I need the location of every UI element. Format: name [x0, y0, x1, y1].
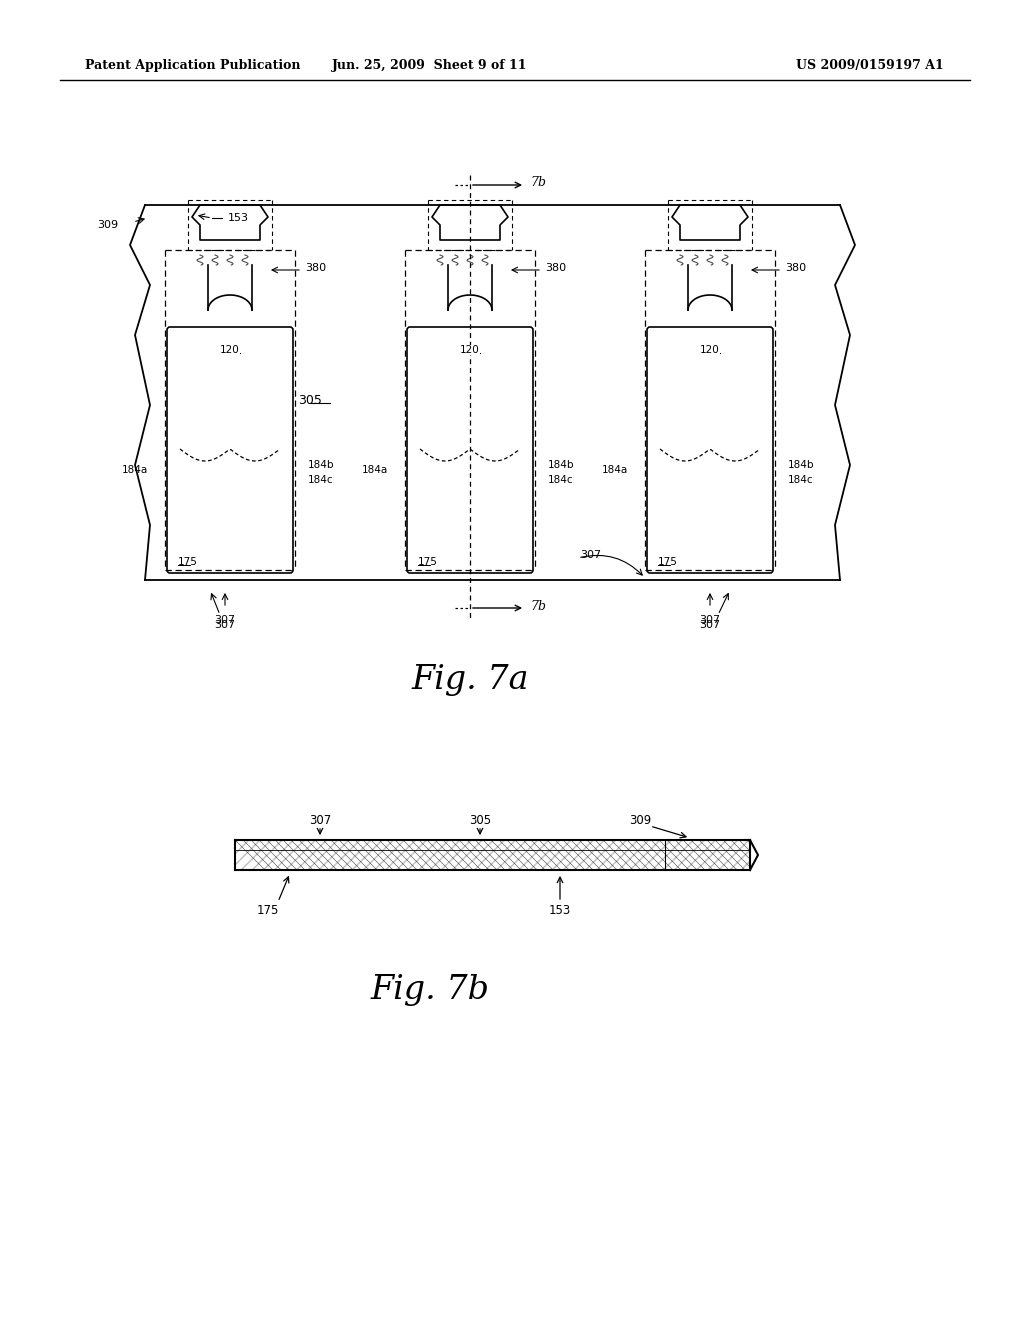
Text: 307: 307 — [214, 615, 236, 624]
Text: 153: 153 — [228, 213, 249, 223]
Text: 175: 175 — [418, 557, 438, 568]
Text: 184b: 184b — [548, 459, 574, 470]
Text: Jun. 25, 2009  Sheet 9 of 11: Jun. 25, 2009 Sheet 9 of 11 — [332, 58, 527, 71]
Bar — [234, 840, 750, 870]
Text: 120: 120 — [220, 345, 240, 355]
Text: 380: 380 — [545, 263, 566, 273]
Text: 380: 380 — [785, 263, 806, 273]
Text: 184c: 184c — [308, 475, 334, 484]
Text: 153: 153 — [549, 903, 571, 916]
Text: 184c: 184c — [788, 475, 814, 484]
Text: 184a: 184a — [122, 465, 148, 475]
Text: 120: 120 — [460, 345, 480, 355]
Text: 175: 175 — [257, 903, 280, 916]
Text: 309: 309 — [97, 220, 118, 230]
Text: 7b: 7b — [530, 599, 546, 612]
FancyBboxPatch shape — [407, 327, 534, 573]
Text: 120: 120 — [700, 345, 720, 355]
Text: Fig. 7b: Fig. 7b — [371, 974, 489, 1006]
Text: US 2009/0159197 A1: US 2009/0159197 A1 — [796, 58, 944, 71]
Text: 307: 307 — [309, 813, 331, 826]
Text: 7b: 7b — [530, 177, 546, 190]
Text: 184c: 184c — [548, 475, 573, 484]
Text: 184a: 184a — [602, 465, 628, 475]
Text: 307: 307 — [214, 620, 236, 630]
Text: 309: 309 — [629, 813, 651, 826]
Text: 307: 307 — [699, 620, 721, 630]
Text: 184b: 184b — [308, 459, 335, 470]
Text: 380: 380 — [305, 263, 326, 273]
Text: 175: 175 — [178, 557, 198, 568]
Text: 184a: 184a — [361, 465, 388, 475]
Text: 305: 305 — [469, 813, 492, 826]
FancyBboxPatch shape — [167, 327, 293, 573]
Text: Fig. 7a: Fig. 7a — [412, 664, 528, 696]
Text: 305: 305 — [298, 393, 322, 407]
Text: 307: 307 — [699, 615, 721, 624]
FancyBboxPatch shape — [647, 327, 773, 573]
Text: Patent Application Publication: Patent Application Publication — [85, 58, 300, 71]
Text: 184b: 184b — [788, 459, 814, 470]
Text: 307: 307 — [580, 550, 601, 560]
Text: 175: 175 — [658, 557, 678, 568]
